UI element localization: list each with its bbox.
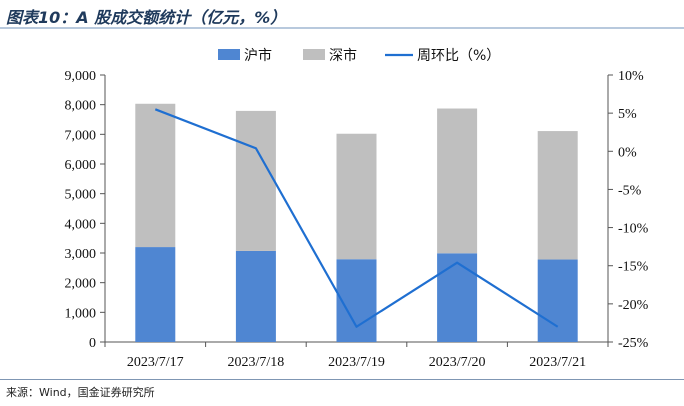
bar-shanghai (135, 247, 176, 342)
left-tick-label: 1,000 (65, 306, 97, 321)
x-tick-label: 2023/7/18 (228, 355, 285, 370)
bar-shenzhen (537, 131, 578, 260)
right-tick-label: -5% (618, 183, 642, 198)
chart-title: 图表10：A 股成交额统计（亿元，%） (6, 8, 287, 27)
right-tick-label: -25% (618, 336, 649, 351)
left-tick-label: 6,000 (65, 158, 97, 173)
right-tick-label: -10% (618, 222, 649, 237)
source-note: 来源：Wind，国金证券研究所 (6, 386, 155, 399)
left-tick-label: 3,000 (65, 247, 97, 262)
right-tick-label: 5% (618, 107, 637, 122)
left-tick-label: 7,000 (65, 128, 97, 143)
bar-shenzhen (437, 108, 478, 254)
right-tick-label: 0% (618, 145, 637, 160)
left-tick-label: 4,000 (65, 217, 97, 232)
x-tick-label: 2023/7/17 (127, 355, 184, 370)
left-tick-label: 8,000 (65, 99, 97, 114)
legend-swatch-shenzhen (303, 49, 325, 60)
legend-label-shanghai: 沪市 (244, 47, 272, 64)
x-tick-label: 2023/7/19 (328, 355, 385, 370)
left-tick-label: 2,000 (65, 277, 97, 292)
right-tick-label: 10% (618, 69, 644, 84)
left-tick-label: 9,000 (65, 69, 97, 84)
bar-shanghai (437, 253, 478, 342)
title-divider (0, 27, 684, 29)
right-tick-label: -20% (618, 298, 649, 313)
legend-swatch-shanghai (218, 49, 240, 60)
bar-shanghai (537, 259, 578, 342)
line-weekly-change (154, 108, 559, 328)
legend-label-line: 周环比（%） (417, 48, 500, 64)
bar-shenzhen (235, 110, 276, 251)
bar-shanghai (336, 259, 377, 342)
bar-shenzhen (336, 133, 377, 260)
left-tick-label: 0 (89, 336, 96, 351)
bar-shenzhen (135, 103, 176, 248)
source-divider (0, 379, 684, 380)
x-tick-label: 2023/7/20 (429, 355, 486, 370)
bar-shanghai (235, 250, 276, 342)
right-tick-label: -15% (618, 260, 649, 275)
x-tick-label: 2023/7/21 (529, 355, 586, 370)
legend-label-shenzhen: 深市 (329, 47, 357, 64)
left-tick-label: 5,000 (65, 188, 97, 203)
